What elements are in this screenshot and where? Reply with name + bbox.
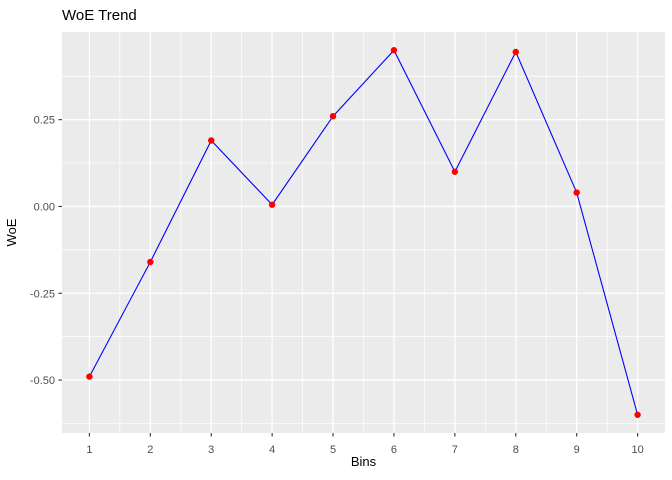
x-tick-label: 4 xyxy=(269,444,275,456)
chart-title: WoE Trend xyxy=(62,7,137,24)
line-series xyxy=(88,49,639,415)
data-point xyxy=(390,47,398,54)
data-point xyxy=(329,112,337,120)
grid-major-lines xyxy=(62,32,665,433)
y-axis-title: WoE xyxy=(4,218,19,246)
data-point xyxy=(268,201,276,208)
y-tick-label: 0.25 xyxy=(34,115,55,127)
x-tick-label: 1 xyxy=(86,444,92,456)
x-tick-label: 7 xyxy=(452,444,458,456)
data-point xyxy=(573,189,580,196)
data-point xyxy=(147,258,154,266)
y-tick-label: 0.00 xyxy=(34,201,55,213)
x-tick-label: 9 xyxy=(574,444,580,456)
data-point xyxy=(208,137,215,144)
x-tick-label: 6 xyxy=(391,444,397,456)
data-points xyxy=(86,47,641,418)
x-tick-label: 5 xyxy=(330,444,336,456)
x-tick-label: 10 xyxy=(631,444,643,456)
x-axis-title: Bins xyxy=(351,454,377,469)
x-tick-label: 8 xyxy=(513,444,519,456)
trend-line xyxy=(88,49,639,415)
y-tick-label: -0.25 xyxy=(30,288,55,300)
data-point xyxy=(634,411,641,418)
data-point xyxy=(451,168,459,175)
y-tick-label: -0.50 xyxy=(30,375,55,387)
grid-minor-lines xyxy=(62,32,665,433)
data-point xyxy=(512,48,519,56)
x-tick-label: 2 xyxy=(147,444,153,456)
axis-tick-labels: 1 2 3 4 5 6 7 8 9 10 0.25 0.00 -0.25 -0.50 xyxy=(30,115,644,456)
data-point xyxy=(86,373,93,380)
x-tick-label: 3 xyxy=(208,444,214,456)
axis-tick-marks xyxy=(58,119,639,437)
